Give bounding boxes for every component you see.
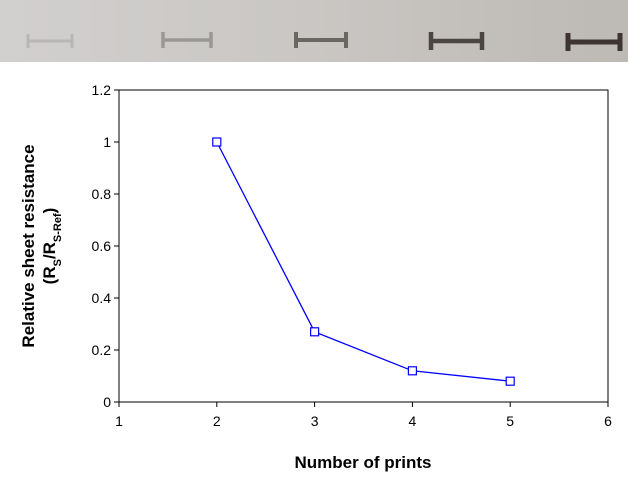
x-tick-label: 1 — [115, 413, 123, 429]
y-tick-label: 0 — [103, 394, 111, 410]
y-axis-title-part: (R — [40, 266, 59, 284]
data-point — [407, 366, 417, 376]
y-axis-title-part: S-Ref — [52, 213, 64, 242]
y-axis-title-line: (RS/RS-Ref) — [40, 208, 64, 285]
x-tick-label: 3 — [311, 413, 319, 429]
x-tick-label: 6 — [604, 413, 612, 429]
y-tick-label: 1 — [103, 134, 111, 150]
photo-strip — [0, 0, 628, 62]
y-axis-title-part: ) — [40, 208, 59, 214]
y-tick-label: 0.4 — [92, 290, 112, 306]
x-tick-label: 5 — [506, 413, 514, 429]
y-axis-title-line: Relative sheet resistance — [19, 144, 38, 347]
y-tick-label: 1.2 — [92, 82, 112, 98]
y-tick-label: 0.6 — [92, 238, 112, 254]
data-point — [310, 327, 320, 337]
series-line — [216, 141, 511, 382]
y-axis-title-part: S — [52, 259, 64, 266]
data-point — [212, 137, 222, 147]
data-point — [505, 376, 515, 386]
x-tick-label: 4 — [409, 413, 417, 429]
x-tick-label: 2 — [213, 413, 221, 429]
y-axis-title: Relative sheet resistance (RS/RS-Ref) — [19, 144, 64, 347]
x-axis-title: Number of prints — [295, 453, 432, 472]
y-axis-title-part: /R — [40, 242, 59, 259]
y-tick-label: 0.8 — [92, 186, 112, 202]
y-tick-label: 0.2 — [92, 342, 112, 358]
plot-frame — [118, 89, 609, 403]
